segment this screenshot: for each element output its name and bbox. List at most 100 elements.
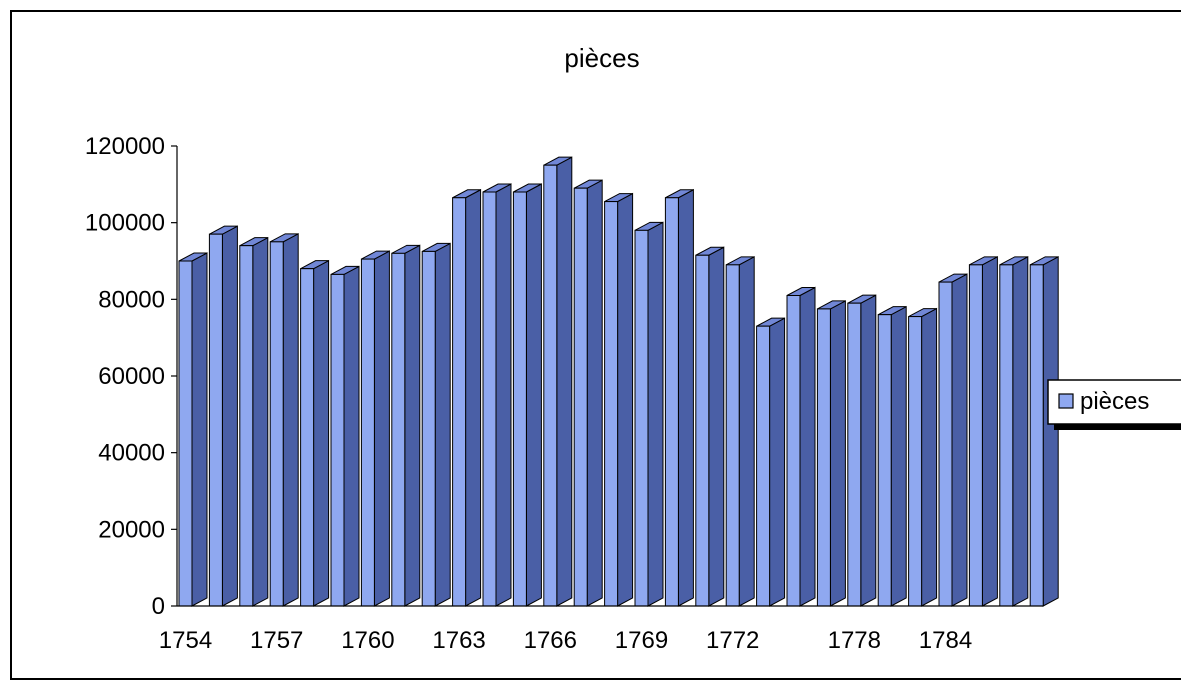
bar-side-face	[677, 188, 694, 607]
bar-front-face	[968, 264, 983, 607]
bar-side-face	[860, 294, 877, 607]
legend: pièces	[1047, 379, 1181, 430]
y-tick-label: 0	[152, 593, 165, 620]
bar	[908, 307, 938, 607]
bar-side-face	[252, 236, 269, 607]
y-tick-label: 20000	[98, 516, 165, 543]
bar-front-face	[816, 308, 831, 607]
x-tick-label: 1769	[615, 627, 668, 654]
bar-side-face	[647, 221, 664, 607]
y-tick-label: 40000	[98, 440, 165, 467]
bar-side-face	[465, 188, 482, 607]
bar-front-face	[1029, 264, 1044, 607]
bar	[269, 232, 299, 607]
y-tick-label: 120000	[85, 133, 165, 160]
bar-front-face	[452, 197, 467, 607]
bar-side-face	[404, 244, 421, 607]
bar-front-face	[786, 295, 801, 607]
bar-side-face	[921, 307, 938, 607]
bar-front-face	[482, 191, 497, 607]
x-tick-label: 1772	[706, 627, 759, 654]
bar	[725, 255, 755, 607]
bar-chart: pièces 0 20000 40000 60000 80000 100000 120000…	[85, 43, 1181, 654]
bar-front-face	[634, 229, 649, 607]
bar-side-face	[282, 232, 299, 607]
bar-side-face	[313, 259, 330, 607]
x-tick-label: 1766	[524, 627, 577, 654]
x-axis: 1754 1757 1760 1763 1766 1769 1772 1778 1784	[159, 605, 1044, 654]
bar	[816, 300, 846, 607]
bar	[452, 188, 482, 607]
x-tick-label: 1763	[432, 627, 485, 654]
bar-side-face	[556, 156, 573, 607]
bar	[178, 252, 208, 607]
bar	[208, 225, 238, 607]
legend-label: pièces	[1080, 388, 1149, 415]
bar-front-face	[391, 252, 406, 607]
bar-front-face	[300, 268, 315, 607]
bar-front-face	[421, 250, 436, 607]
bar-front-face	[239, 245, 254, 607]
x-tick-label: 1778	[828, 627, 881, 654]
bar-side-face	[708, 246, 725, 607]
bar-series	[178, 156, 1059, 607]
bar-side-face	[738, 255, 755, 607]
bar	[421, 242, 451, 607]
y-tick-label: 100000	[85, 210, 165, 237]
bar-side-face	[525, 183, 542, 607]
bar	[786, 286, 816, 607]
bar-front-face	[512, 191, 527, 607]
bar-front-face	[938, 281, 953, 607]
bar	[664, 188, 694, 607]
bar	[573, 179, 603, 607]
bar	[604, 192, 634, 607]
chart-title: pièces	[564, 43, 639, 73]
bar	[968, 255, 998, 607]
bar-side-face	[769, 317, 786, 607]
bar	[877, 305, 907, 607]
bar-front-face	[908, 316, 923, 607]
x-tick-label: 1784	[919, 627, 972, 654]
bar	[695, 246, 725, 607]
bar-front-face	[664, 197, 679, 607]
bar	[543, 156, 573, 607]
bar-front-face	[330, 273, 345, 607]
bar-side-face	[890, 305, 907, 607]
bar-front-face	[269, 241, 284, 607]
bar-side-face	[343, 265, 360, 607]
y-tick-label: 60000	[98, 363, 165, 390]
bar	[634, 221, 664, 607]
y-axis: 0 20000 40000 60000 80000 100000 120000	[85, 133, 178, 620]
bar-side-face	[1012, 255, 1029, 607]
bar-front-face	[573, 187, 588, 607]
bar	[330, 265, 360, 607]
bar-front-face	[999, 264, 1014, 607]
bar	[512, 183, 542, 607]
legend-swatch	[1058, 393, 1074, 409]
bar	[300, 259, 330, 607]
bar-side-face	[191, 252, 208, 607]
bar-side-face	[373, 250, 390, 607]
bar	[482, 183, 512, 607]
bar	[391, 244, 421, 607]
bar-front-face	[756, 325, 771, 607]
bar	[938, 273, 968, 607]
bar-front-face	[543, 164, 558, 607]
bar-side-face	[799, 286, 816, 607]
bar-side-face	[951, 273, 968, 607]
bar	[1029, 255, 1059, 607]
bar-side-face	[221, 225, 238, 607]
bar-front-face	[877, 314, 892, 607]
bar	[847, 294, 877, 607]
bar-side-face	[586, 179, 603, 607]
bar-side-face	[495, 183, 512, 607]
x-tick-label: 1757	[250, 627, 303, 654]
bar-side-face	[434, 242, 451, 607]
bar	[239, 236, 269, 607]
bar-front-face	[847, 302, 862, 607]
bar-side-face	[1042, 255, 1059, 607]
bar	[360, 250, 390, 607]
bar-front-face	[208, 233, 223, 607]
bar	[999, 255, 1029, 607]
bar-side-face	[617, 192, 634, 607]
